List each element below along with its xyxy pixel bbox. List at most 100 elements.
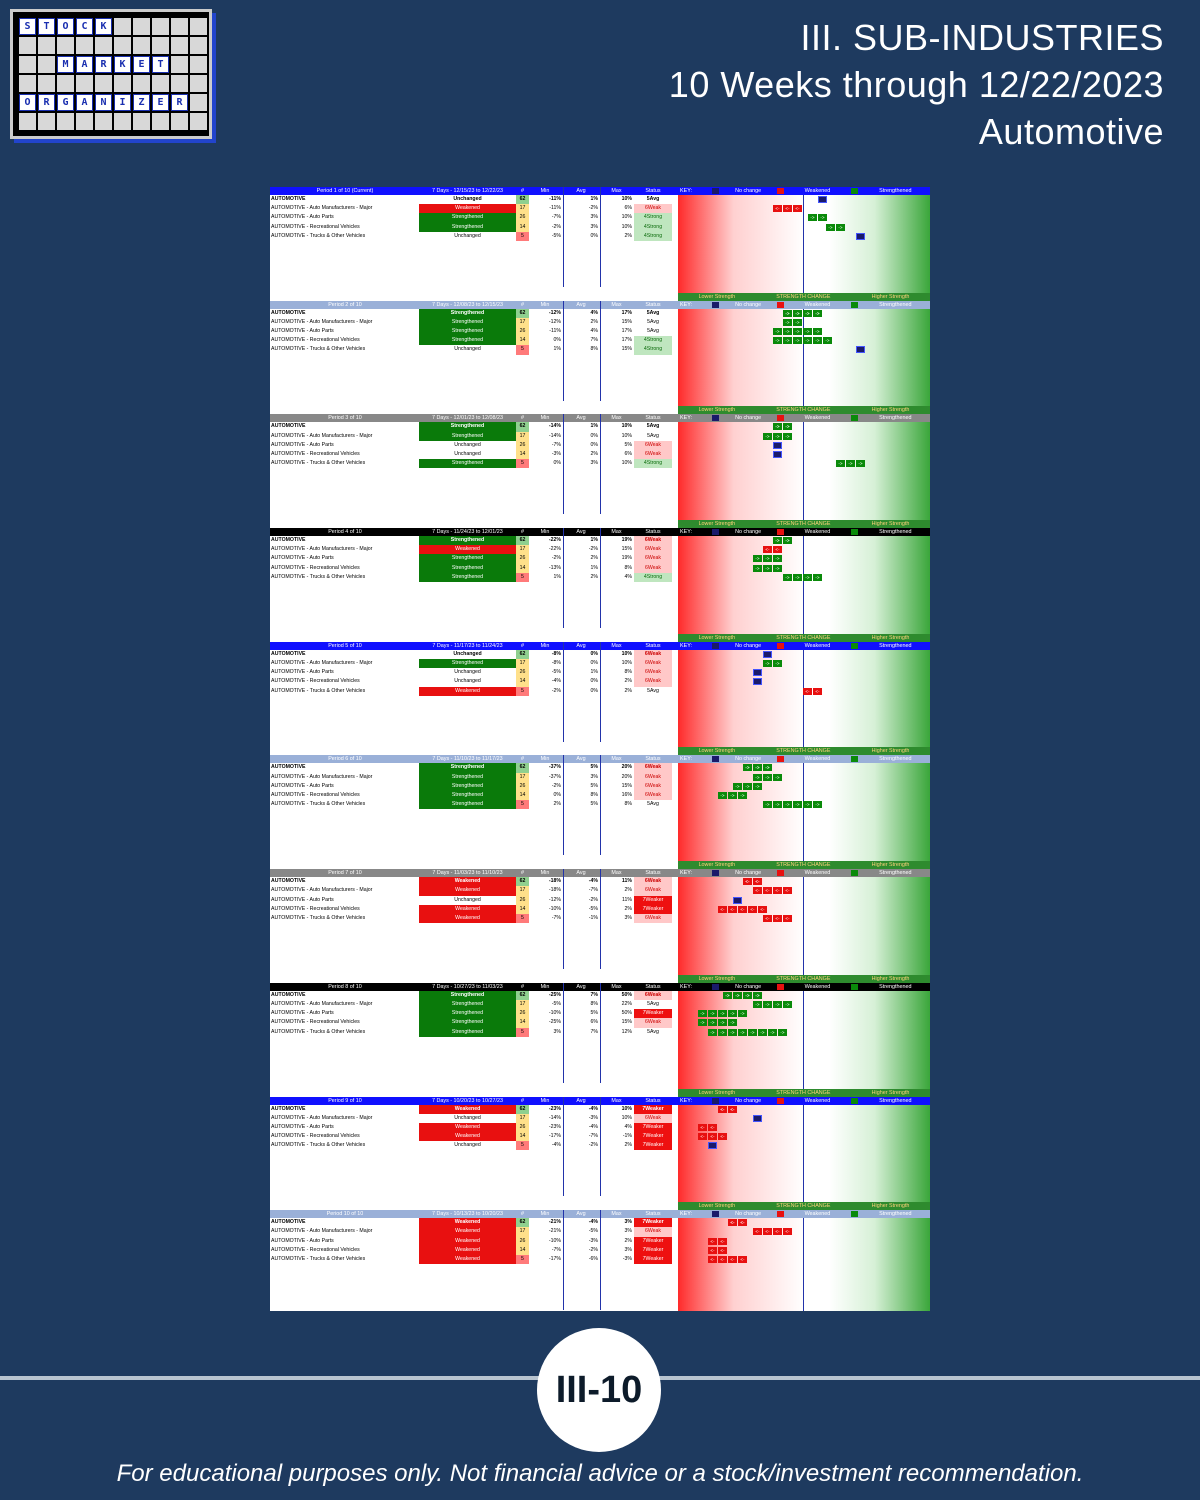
min-change: -21%	[548, 1228, 561, 1235]
strength-change-chain	[753, 669, 762, 677]
empty-cell	[516, 723, 529, 732]
weakened-arrow: <-	[763, 914, 772, 922]
weakened-legend-swatch	[777, 301, 785, 308]
min-change: -18%	[548, 878, 561, 885]
stock-count: 17	[516, 545, 529, 555]
n-header: #	[521, 1211, 524, 1218]
weakened-arrow: <-	[758, 905, 767, 913]
logo-cell	[38, 56, 55, 73]
strength-change-chain: <- <- <- <-	[753, 1228, 792, 1236]
stock-count: 5	[516, 459, 529, 469]
weakened-arrow: <-	[738, 1219, 747, 1227]
sub-industry-row: AUTOMOTIVE Weakened 62 -21% -4% 3% 7Weaker <- <-	[270, 1218, 930, 1228]
logo-cell	[171, 37, 188, 54]
status-rating: 7Weaker	[634, 1245, 672, 1255]
weakened-legend-swatch	[777, 870, 785, 877]
weakened-arrow: <-	[748, 905, 757, 913]
strengthened-arrow: ->	[793, 328, 802, 336]
empty-row	[270, 836, 930, 847]
empty-cell	[563, 1187, 600, 1197]
empty-cell	[419, 1301, 516, 1310]
period-table: Period 7 of 10 7 Days - 11/03/23 to 11/10…	[270, 869, 930, 983]
avg-change: 5%	[563, 763, 600, 773]
strength-change-chain: -> -> -> -> ->	[773, 328, 822, 336]
lower-strength-label: Lower Strength	[698, 1089, 736, 1096]
status-rating: 5Avg	[647, 1001, 659, 1007]
min-change: -21%	[548, 1219, 561, 1226]
empty-cell	[563, 818, 600, 828]
sub-industry-name: AUTOMOTIVE - Auto Manufacturers - Major	[271, 432, 373, 439]
avg-change: 8%	[563, 345, 600, 355]
min-change: 1%	[553, 573, 562, 580]
empty-row	[270, 277, 930, 287]
empty-cell	[529, 951, 563, 960]
empty-cell	[600, 959, 634, 969]
status-header: Status	[645, 756, 661, 763]
empty-cell	[419, 468, 516, 477]
period-title: Period 2 of 10	[328, 301, 362, 308]
period-table: Period 5 of 10 7 Days - 11/17/23 to 11/24…	[270, 641, 930, 756]
empty-cell	[516, 714, 529, 723]
strength-change: Strengthened	[419, 990, 516, 1000]
period-title: Period 1 of 10 (Current)	[316, 188, 374, 194]
logo-cell	[114, 37, 131, 54]
sub-industry-row: AUTOMOTIVE - Recreational Vehicles Weaken…	[270, 1245, 930, 1255]
logo-cell	[190, 113, 207, 130]
strengthened-legend-swatch	[850, 870, 858, 877]
strengthened-arrow: ->	[733, 991, 742, 999]
strengthened-arrow: ->	[783, 1001, 792, 1008]
strength-change: Strengthened	[419, 563, 516, 573]
no-change-legend-swatch	[712, 301, 720, 308]
empty-cell	[516, 278, 529, 287]
stock-count: 62	[516, 1104, 529, 1114]
logo-cell	[133, 113, 150, 130]
strength-scale-band: Lower Strength STRENGTH CHANGE Higher Stre…	[678, 1088, 930, 1097]
avg-header: Avg	[563, 982, 600, 991]
status-rating: 7Weaker	[634, 1104, 672, 1114]
min-header: Min	[540, 642, 550, 649]
status-rating: 6Weak	[634, 791, 672, 801]
min-change: -2%	[551, 782, 561, 789]
avg-change: 7%	[563, 336, 600, 346]
empty-cell	[563, 240, 600, 251]
empty-cell	[600, 732, 634, 742]
empty-cell	[270, 591, 419, 600]
period-table: Period 4 of 10 7 Days - 11/24/23 to 12/01…	[270, 528, 930, 642]
weakened-arrow: <-	[743, 878, 752, 886]
empty-cell	[270, 468, 419, 477]
avg-change: -7%	[563, 1132, 600, 1142]
weakened-legend: Weakened	[804, 415, 831, 422]
empty-cell	[516, 373, 529, 382]
logo-cell: A	[76, 94, 93, 111]
empty-cell	[634, 610, 672, 619]
min-change: -8%	[551, 659, 561, 666]
weakened-arrow: <-	[803, 687, 812, 695]
strengthened-arrow: ->	[698, 1019, 707, 1027]
empty-cell	[634, 278, 672, 287]
logo-cell	[133, 75, 150, 92]
empty-row	[270, 600, 930, 610]
sub-industry-row: AUTOMOTIVE - Recreational Vehicles Weaken…	[270, 1132, 930, 1142]
empty-cell	[600, 1159, 634, 1169]
strength-change-chain: -> -> -> -> ->	[698, 1010, 747, 1018]
empty-cell	[419, 259, 516, 268]
empty-cell	[516, 468, 529, 477]
empty-cell	[270, 1283, 419, 1292]
avg-change: 5%	[563, 1009, 600, 1019]
weakened-arrow: <-	[783, 887, 792, 895]
legend-spacer	[678, 528, 709, 536]
n-header: #	[521, 870, 524, 877]
avg-change: -4%	[563, 1218, 600, 1228]
empty-cell	[419, 619, 516, 628]
strengthened-arrow: ->	[718, 1028, 727, 1036]
max-change: 11%	[600, 895, 634, 905]
logo-cell	[76, 113, 93, 130]
strength-change: Unchanged	[454, 232, 481, 239]
strength-change-chain: <- <-	[698, 1123, 717, 1131]
max-change: 11%	[600, 877, 634, 887]
status-rating: 5Avg	[647, 432, 659, 439]
empty-row	[270, 1073, 930, 1083]
strength-change: Strengthened	[419, 572, 516, 582]
min-change: -14%	[548, 432, 561, 439]
sub-industry-row: AUTOMOTIVE - Auto Manufacturers - Major U…	[270, 1113, 930, 1123]
